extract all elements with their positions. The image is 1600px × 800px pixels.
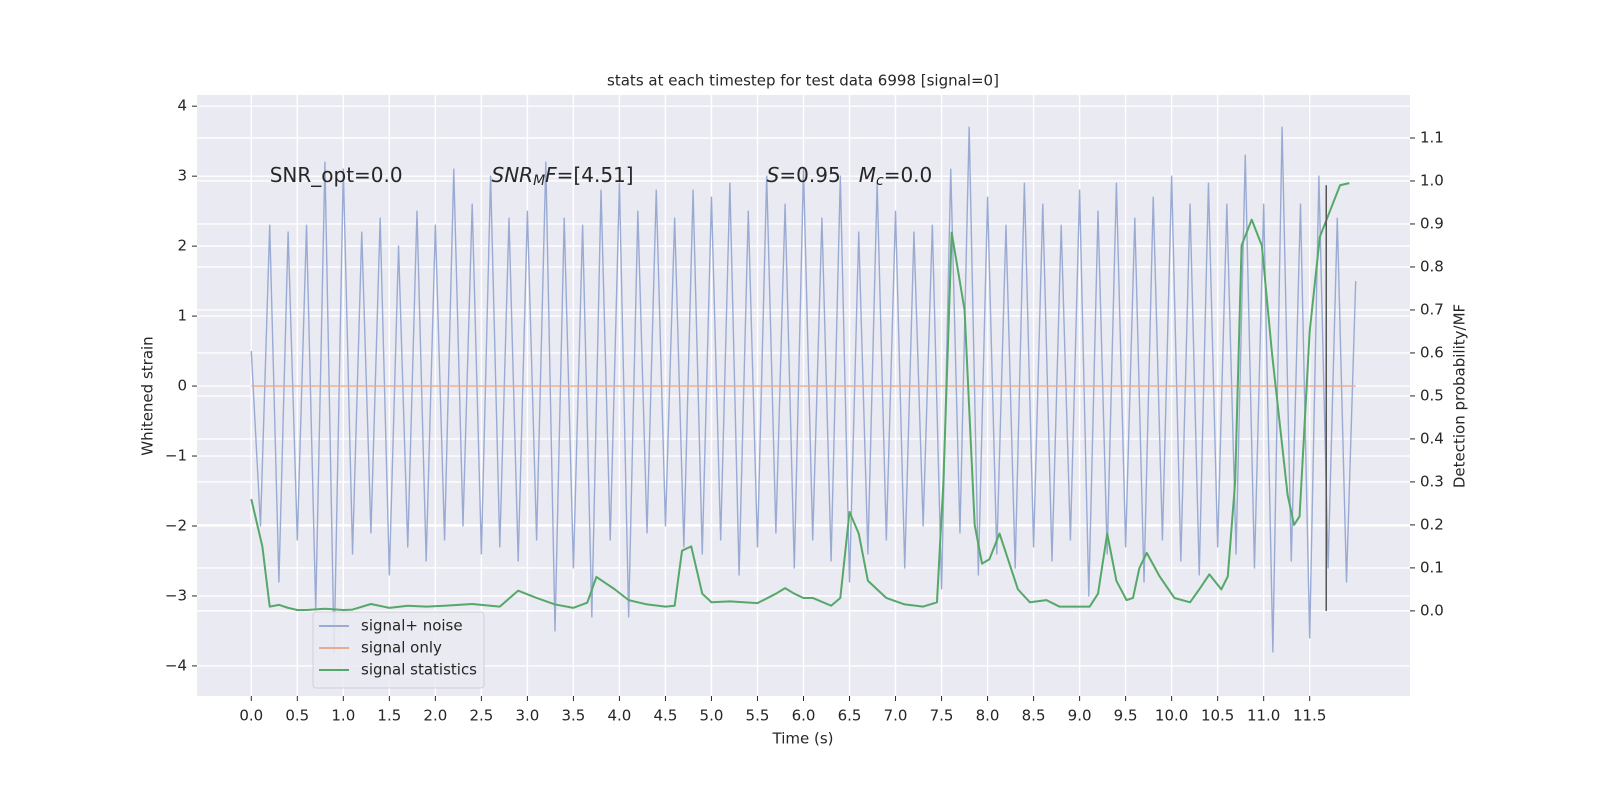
y-tick-label: −1	[165, 447, 187, 465]
y-tick-label: 3	[177, 167, 187, 185]
x-tick-label: 5.0	[700, 707, 724, 725]
y-tick-label: −2	[165, 516, 187, 534]
x-tick-label: 7.0	[884, 707, 908, 725]
y2-axis-label: Detection probability/MF	[1451, 304, 1469, 488]
y2-tick-label: 0.4	[1420, 429, 1444, 447]
annotation: Mc=0.0	[859, 163, 933, 190]
y2-tick-label: 0.1	[1420, 558, 1444, 576]
x-tick-label: 6.0	[792, 707, 816, 725]
x-tick-label: 9.0	[1068, 707, 1092, 725]
x-tick-label: 9.5	[1114, 707, 1138, 725]
annotation-part: F	[545, 163, 557, 187]
x-axis-label: Time (s)	[772, 730, 834, 748]
annotation-part: SNR	[492, 163, 534, 187]
annotation: SNR_opt=0.0	[270, 163, 403, 187]
y-tick-label: 1	[177, 307, 187, 325]
y-tick-label: −4	[165, 656, 187, 674]
x-tick-label: 3.0	[515, 707, 539, 725]
annotation-part: SNR_opt=0.0	[270, 163, 403, 187]
annotation-part: =0.0	[884, 163, 933, 187]
x-tick-label: 6.5	[838, 707, 862, 725]
series-line	[250, 182, 1350, 612]
x-tick-label: 8.5	[1022, 707, 1046, 725]
annotation-part: S	[767, 163, 780, 187]
y2-tick-label: 1.0	[1420, 171, 1444, 189]
x-tick-label: 11.0	[1247, 707, 1280, 725]
legend-label: signal only	[361, 639, 442, 657]
y2-tick-label: 0.8	[1420, 257, 1444, 275]
x-tick-label: 4.0	[608, 707, 632, 725]
y2-tick-label: 0.9	[1420, 214, 1444, 232]
y-tick-label: −3	[165, 586, 187, 604]
y2-tick-label: 0.3	[1420, 472, 1444, 490]
x-tick-label: 1.0	[331, 707, 355, 725]
y2-tick-label: 0.5	[1420, 386, 1444, 404]
legend-box	[312, 611, 485, 689]
x-tick-label: 3.5	[561, 707, 585, 725]
x-tick-label: 0.0	[239, 707, 263, 725]
x-tick-label: 4.5	[654, 707, 678, 725]
legend: signal+ noise signal only signal statistic…	[312, 611, 485, 689]
y2-tick-label: 1.1	[1420, 128, 1444, 146]
x-tick-label: 10.0	[1155, 707, 1188, 725]
y2-tick-label: 0.7	[1420, 300, 1444, 318]
annotation-part: =[4.51]	[557, 163, 634, 187]
legend-label: signal statistics	[361, 661, 477, 679]
annotation-part: M	[859, 163, 876, 187]
x-tick-label: 2.5	[469, 707, 493, 725]
annotation-part: M	[533, 173, 545, 189]
y-tick-label: 2	[177, 237, 187, 255]
annotation: S=0.95	[767, 163, 841, 187]
x-tick-label: 1.5	[377, 707, 401, 725]
annotation-part: =0.95	[779, 163, 840, 187]
series-line	[250, 126, 1357, 653]
y2-tick-label: 0.6	[1420, 343, 1444, 361]
x-tick-label: 7.5	[930, 707, 954, 725]
y2-tick-label: 0.2	[1420, 515, 1444, 533]
x-tick-label: 8.0	[976, 707, 1000, 725]
annotation-part: c	[876, 173, 884, 189]
y-tick-label: 4	[177, 97, 187, 115]
annotation: SNRMF=[4.51]	[492, 163, 634, 190]
y2-tick-label: 0.0	[1420, 601, 1444, 619]
x-tick-label: 10.5	[1201, 707, 1234, 725]
legend-label: signal+ noise	[361, 617, 463, 635]
x-tick-label: 0.5	[285, 707, 309, 725]
x-tick-label: 5.5	[746, 707, 770, 725]
y-axis-label: Whitened strain	[139, 336, 157, 455]
chart-title: stats at each timestep for test data 699…	[607, 72, 999, 90]
y-tick-label: 0	[177, 377, 187, 395]
x-tick-label: 11.5	[1293, 707, 1326, 725]
x-tick-label: 2.0	[423, 707, 447, 725]
